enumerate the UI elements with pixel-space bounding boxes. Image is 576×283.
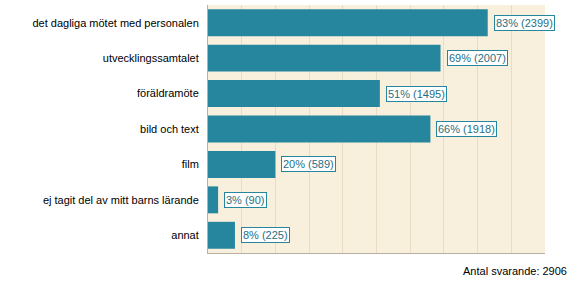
svg-text:film: film — [182, 158, 199, 170]
svg-text:83% (2399): 83% (2399) — [496, 17, 553, 29]
svg-text:3% (90): 3% (90) — [226, 194, 265, 206]
svg-text:51% (1495): 51% (1495) — [388, 88, 445, 100]
svg-text:69% (2007): 69% (2007) — [449, 52, 506, 64]
svg-text:8% (225): 8% (225) — [243, 229, 288, 241]
svg-text:66% (1918): 66% (1918) — [438, 123, 495, 135]
svg-text:föräldramöte: föräldramöte — [137, 87, 199, 99]
svg-text:utvecklingssamtalet: utvecklingssamtalet — [103, 52, 199, 64]
svg-text:ej tagit del av mitt barns lär: ej tagit del av mitt barns lärande — [43, 194, 199, 206]
svg-text:bild och text: bild och text — [140, 123, 199, 135]
svg-text:20% (589): 20% (589) — [283, 158, 334, 170]
svg-text:det dagliga mötet med personal: det dagliga mötet med personalen — [32, 17, 198, 29]
svg-text:annat: annat — [171, 229, 199, 241]
svg-text:Antal svarande: 2906: Antal svarande: 2906 — [463, 265, 567, 277]
